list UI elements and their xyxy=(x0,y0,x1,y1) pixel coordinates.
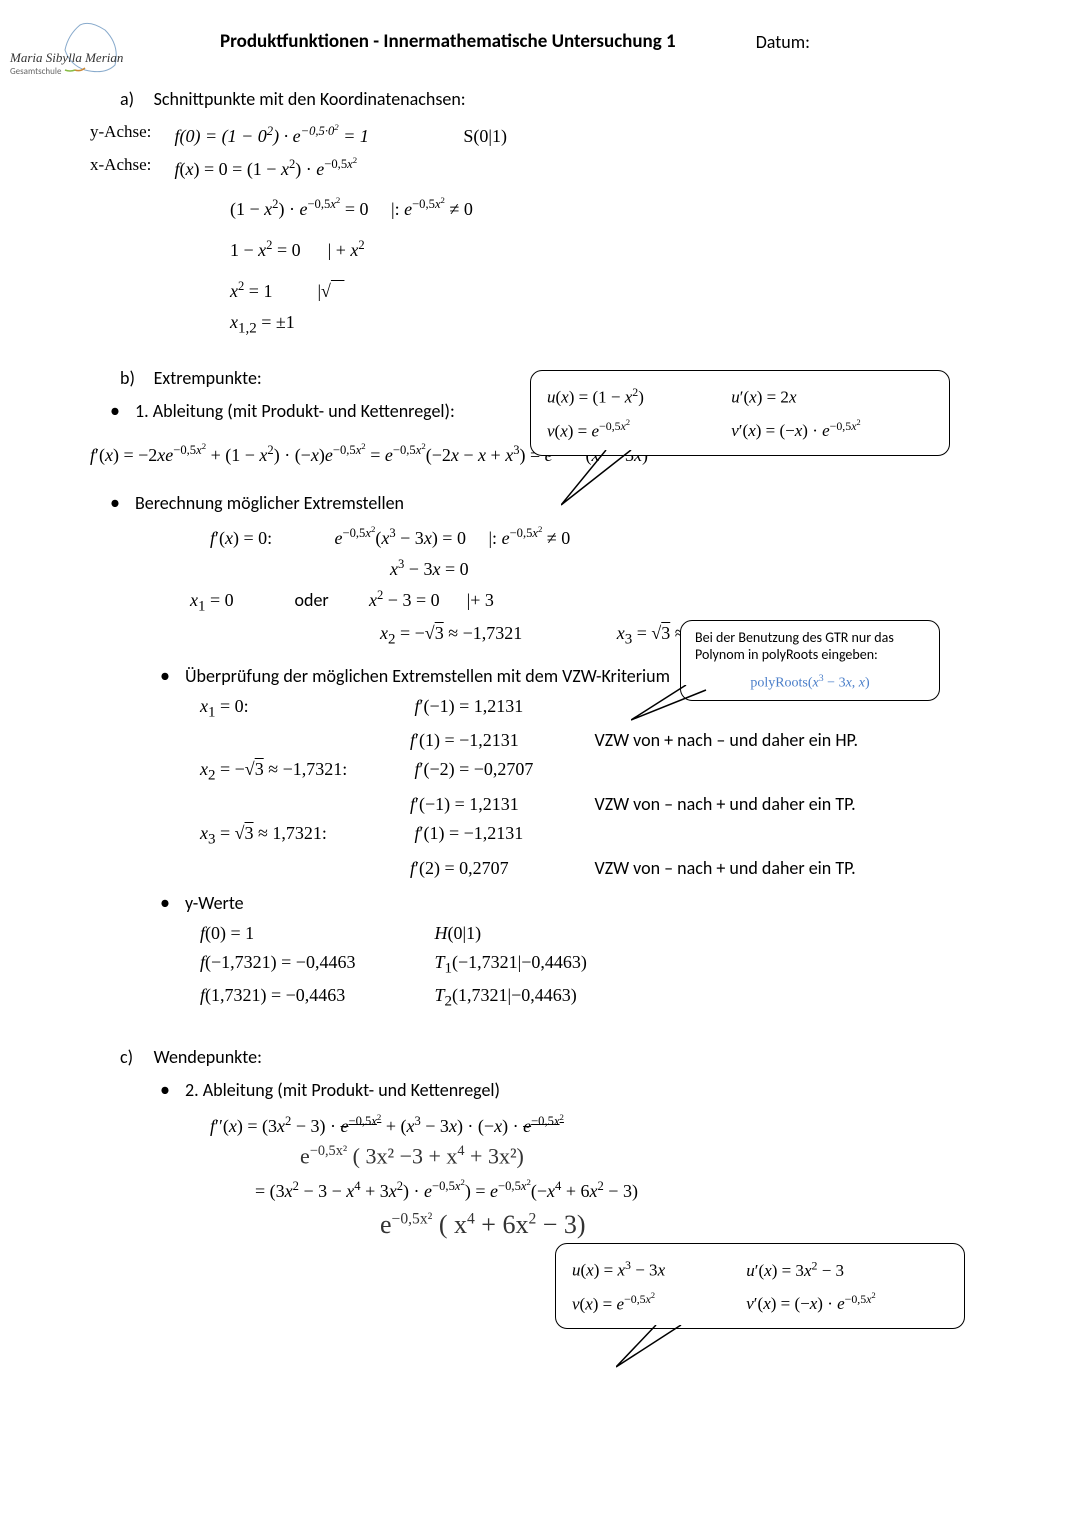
v3a: x3 = √3 ≈ 1,7321: xyxy=(200,823,410,849)
y3a: f(1,7321) = −0,4463 xyxy=(200,985,430,1006)
callout-tail-2 xyxy=(631,685,711,725)
section-b: b) Extrempunkte: 1. Ableitung (mit Produ… xyxy=(90,367,1010,1011)
title-b: Extrempunkte: xyxy=(154,367,262,389)
header: Maria Sibylla Merian Gesamtschule Produk… xyxy=(90,30,1010,53)
section-c: c) Wendepunkte: 2. Ableitung (mit Produk… xyxy=(90,1046,1010,1241)
label-a: a) xyxy=(120,88,150,110)
v1a: x1 = 0: xyxy=(200,696,410,722)
v1d: VZW von + nach – und daher ein HP. xyxy=(595,729,859,751)
c3-u: u(x) = x3 − 3x xyxy=(572,1258,742,1281)
c1-v: v(x) = e−0,5x2 xyxy=(547,418,727,442)
v3d: VZW von – nach + und daher ein TP. xyxy=(595,857,856,879)
gtr-cmd: polyRoots(x3 − 3x, x) xyxy=(695,673,925,692)
e1b: e−0,5x2(x3 − 3x) = 0 |: e−0,5x2 ≠ 0 xyxy=(335,528,571,548)
v3b: f′(1) = −1,2131 xyxy=(415,823,595,844)
bullet-b4: y-Werte xyxy=(160,891,1010,915)
callout-uv-2: u(x) = x3 − 3x u′(x) = 3x2 − 3 v(x) = e−… xyxy=(555,1243,965,1329)
c3-vprime: v′(x) = (−x) · e−0,5x2 xyxy=(746,1294,875,1313)
callout-tail-1 xyxy=(561,450,661,510)
c1-uprime: u′(x) = 2x xyxy=(731,388,796,407)
c3-v: v(x) = e−0,5x2 xyxy=(572,1291,742,1315)
callout-uv-1: u(x) = (1 − x2) u′(x) = 2x v(x) = e−0,5x… xyxy=(530,370,950,456)
x-eq4: x2 = 1 |√ xyxy=(230,281,344,301)
label-b: b) xyxy=(120,367,150,389)
v2c: f′(−1) = 1,2131 xyxy=(410,794,590,815)
logo: Maria Sibylla Merian Gesamtschule xyxy=(30,20,170,80)
y2a: f(−1,7321) = −0,4463 xyxy=(200,952,430,973)
bullet-c1: 2. Ableitung (mit Produkt- und Kettenreg… xyxy=(160,1078,1010,1102)
v2b: f′(−2) = −0,2707 xyxy=(415,759,595,780)
label-c: c) xyxy=(120,1046,150,1068)
y-axis-label: y-Achse: xyxy=(90,122,170,142)
e3b: oder xyxy=(295,589,365,611)
page-title: Produktfunktionen - Innermathematische U… xyxy=(220,30,676,53)
v1b: f′(−1) = 1,2131 xyxy=(415,696,595,717)
gtr-l1: Bei der Benutzung des GTR nur das xyxy=(695,629,925,646)
y2b: T1(−1,7321|−0,4463) xyxy=(435,952,587,972)
e2: x3 − 3x = 0 xyxy=(390,559,469,579)
y1a: f(0) = 1 xyxy=(200,923,430,944)
x-eq1: f(x) = 0 = (1 − x2) · e−0,5x2 xyxy=(175,159,358,179)
v2a: x2 = −√3 ≈ −1,7321: xyxy=(200,759,410,785)
y-equation: f(0) = (1 − 02) · e−0,5·02 = 1 xyxy=(175,126,369,146)
x-eq3: 1 − x2 = 0 | + x2 xyxy=(230,240,365,260)
y3b: T2(1,7321|−0,4463) xyxy=(435,985,577,1005)
logo-text: Maria Sibylla Merian xyxy=(10,50,123,66)
gtr-l2: Polynom in polyRoots eingeben: xyxy=(695,646,925,663)
v3c: f′(2) = 0,2707 xyxy=(410,858,590,879)
logo-subtext: Gesamtschule xyxy=(10,66,123,77)
callout-tail-3 xyxy=(616,1325,706,1370)
e4a: x2 = −√3 ≈ −1,7321 xyxy=(380,623,522,643)
c1-vprime: v′(x) = (−x) · e−0,5x2 xyxy=(731,421,860,440)
c1-u: u(x) = (1 − x2) xyxy=(547,385,727,408)
title-c: Wendepunkte: xyxy=(154,1046,262,1068)
x-eq5: x1,2 = ±1 xyxy=(230,312,295,332)
title-a: Schnittpunkte mit den Koordinatenachsen: xyxy=(154,88,466,110)
callout-gtr: Bei der Benutzung des GTR nur das Polyno… xyxy=(680,620,940,701)
c3-uprime: u′(x) = 3x2 − 3 xyxy=(746,1261,844,1280)
v2d: VZW von – nach + und daher ein TP. xyxy=(595,793,856,815)
x-eq2: (1 − x2) · e−0,5x2 = 0 |: e−0,5x2 ≠ 0 xyxy=(230,199,473,219)
bullet-b2: Berechnung möglicher Extremstellen xyxy=(110,491,1010,515)
handwrite-2: e−0,5x² ( x4 + 6x2 − 3) xyxy=(380,1210,1010,1240)
section-a: a) Schnittpunkte mit den Koordinatenachs… xyxy=(90,88,1010,337)
date-label: Datum: xyxy=(756,31,810,53)
e3c: x2 − 3 = 0 |+ 3 xyxy=(369,590,494,610)
y1b: H(0|1) xyxy=(435,923,482,943)
c-d1: f′′(x) = (3x2 − 3) · e−0,5x2 + (x3 − 3x)… xyxy=(210,1116,564,1136)
c-d2: = (3x2 − 3 − x4 + 3x2) · e−0,5x2) = e−0,… xyxy=(255,1181,638,1201)
v1c: f′(1) = −1,2131 xyxy=(410,730,590,751)
y-point: S(0|1) xyxy=(463,126,507,146)
e3a: x1 = 0 xyxy=(190,590,290,616)
handwrite-1: e−0,5x² ( 3x² −3 + x4 + 3x²) xyxy=(300,1143,1010,1169)
e1a: f′(x) = 0: xyxy=(210,528,330,549)
x-axis-label: x-Achse: xyxy=(90,155,170,175)
